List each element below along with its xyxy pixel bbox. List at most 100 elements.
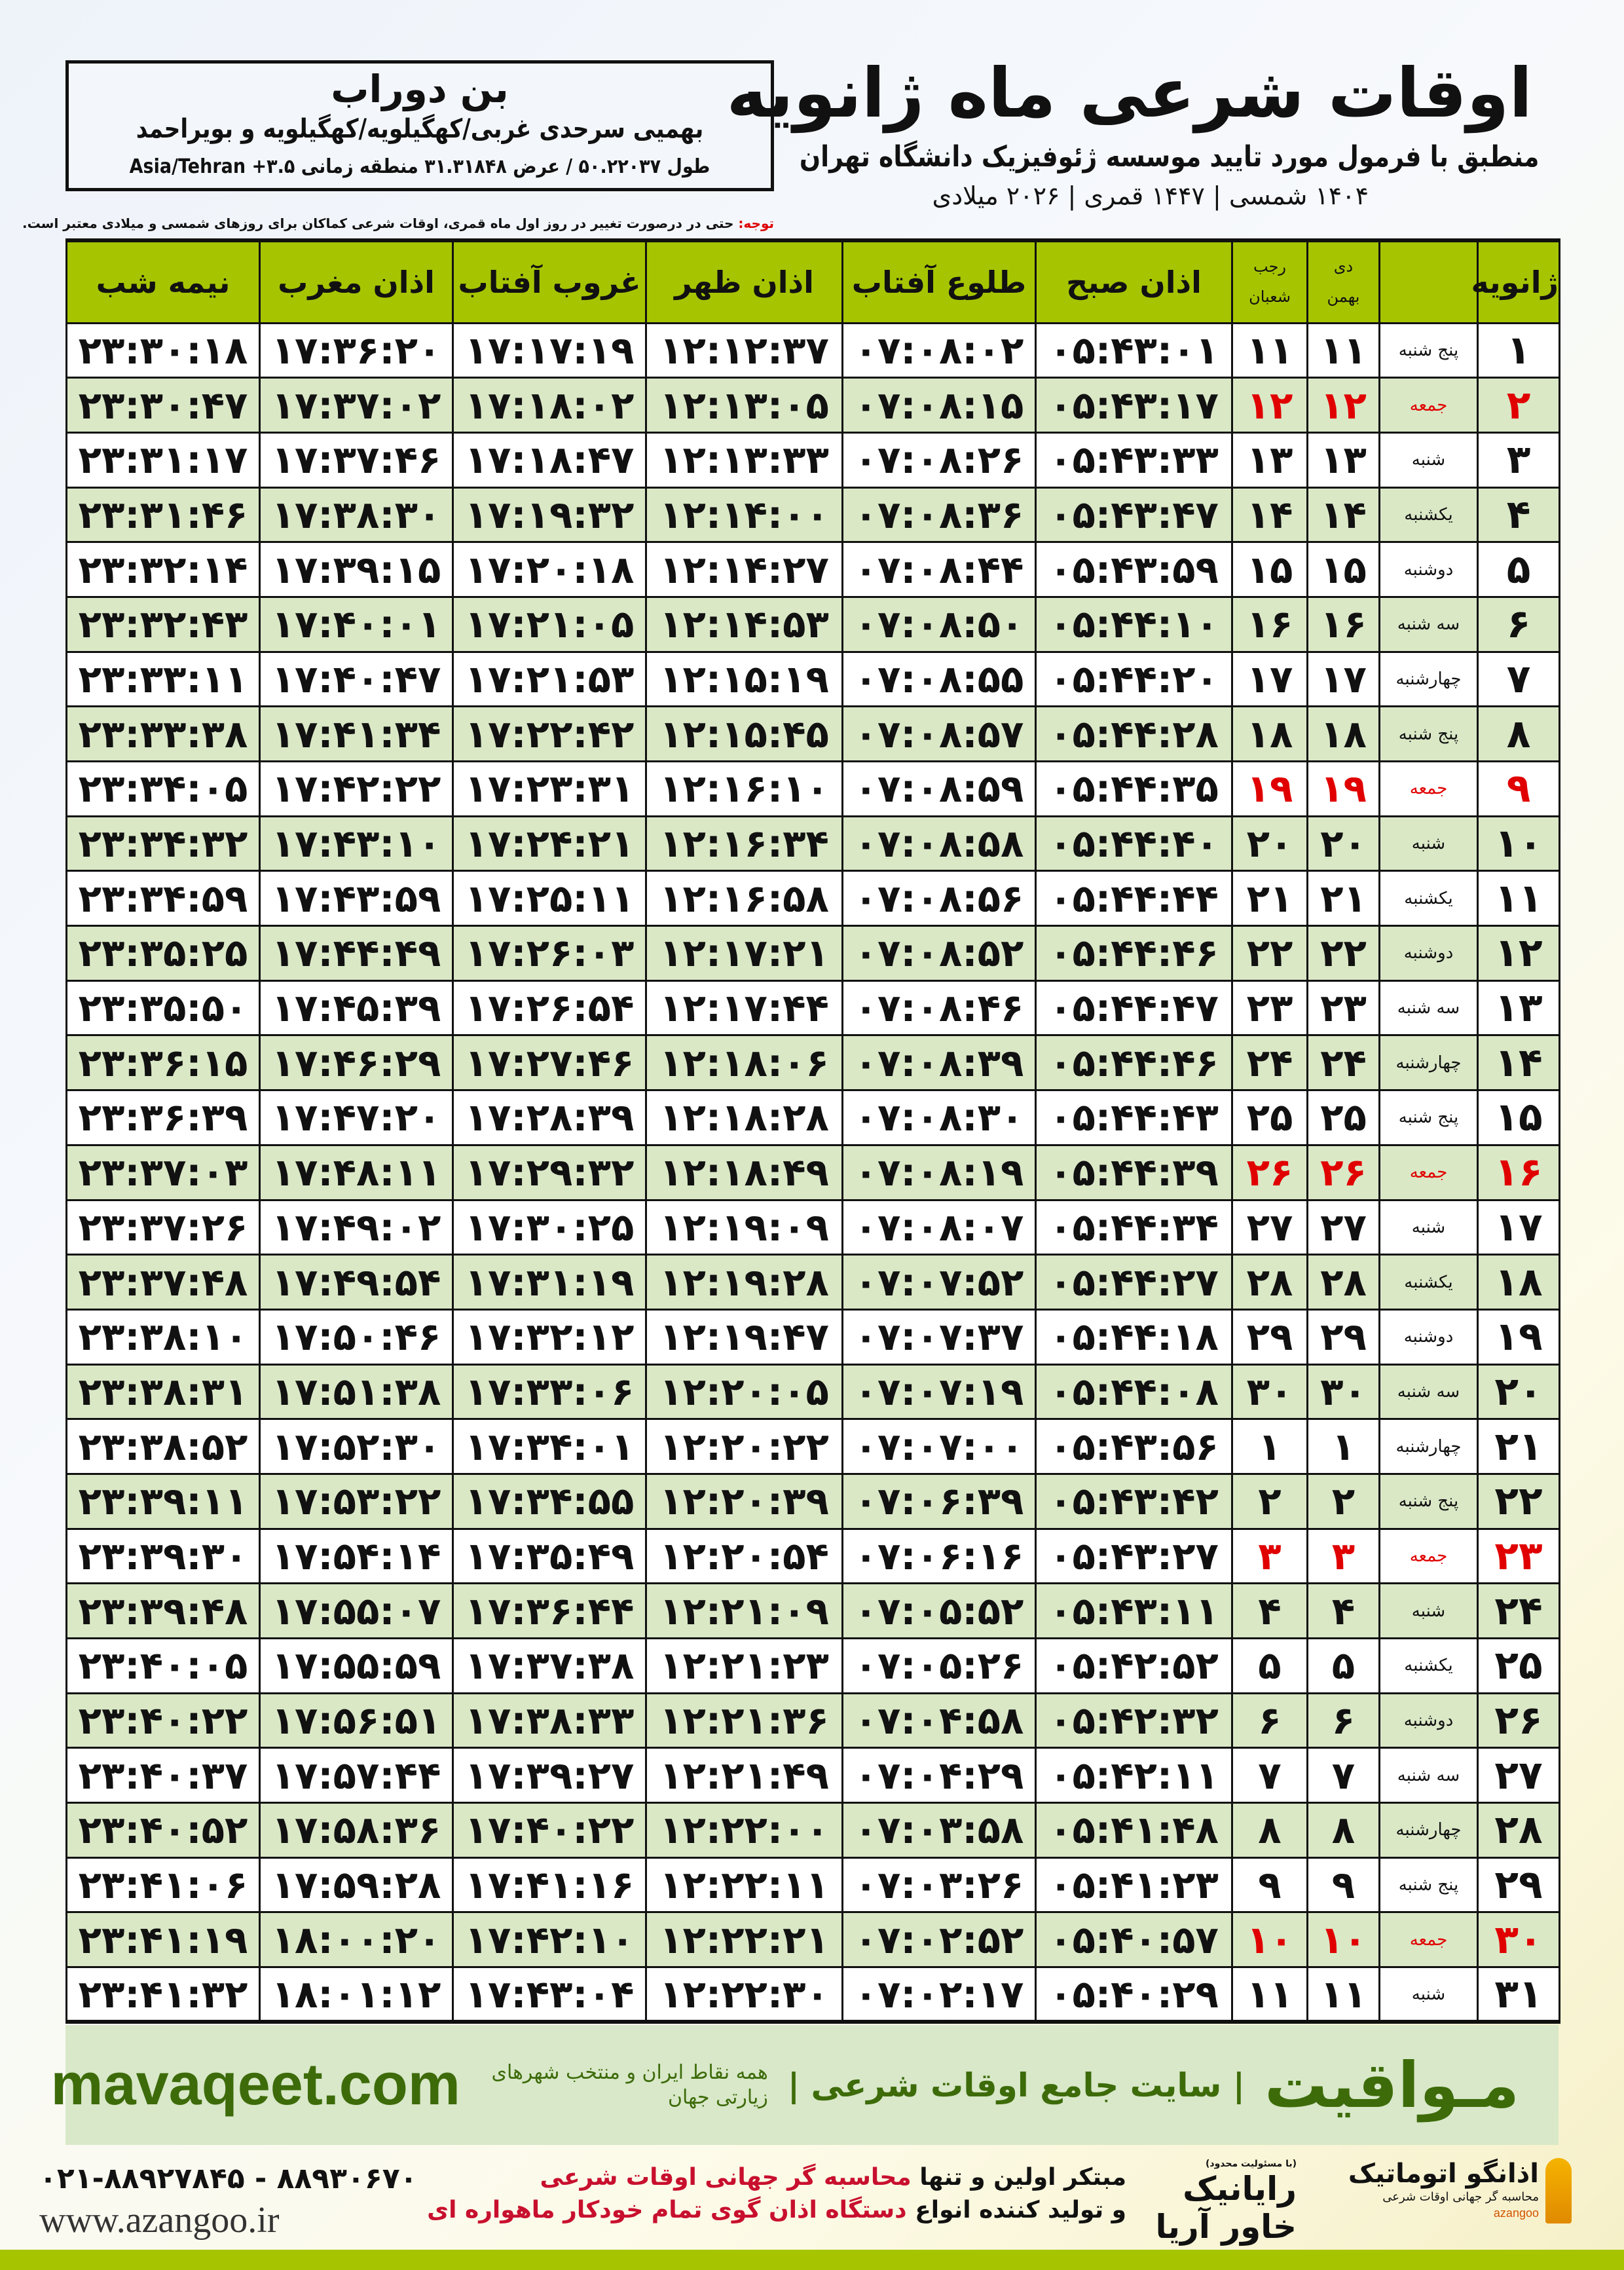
cell-zohr: ۱۲:۲۲:۳۰ xyxy=(645,1966,843,2024)
cell-tolo: ۰۷:۰۳:۲۶ xyxy=(841,1856,1037,1914)
cell-ghoroob: ۱۷:۳۴:۵۵ xyxy=(452,1472,647,1530)
rayanik-logo: (با مسئولیت محدود) رایانیک خاور آریا xyxy=(1139,2158,1297,2246)
cell-rajab-shaban: ۱۳ xyxy=(1231,431,1308,489)
cell-dey-bahman: ۱۸ xyxy=(1306,705,1380,762)
cell-nimeh: ۲۳:۴۱:۰۶ xyxy=(65,1856,261,1914)
cell-nimeh: ۲۳:۳۵:۲۵ xyxy=(65,925,261,982)
cell-nimeh: ۲۳:۳۷:۲۶ xyxy=(65,1199,261,1256)
cell-weekday: سه شنبه xyxy=(1378,1363,1479,1421)
cell-nimeh: ۲۳:۳۲:۴۳ xyxy=(65,595,261,653)
cell-maghreb: ۱۷:۵۶:۵۱ xyxy=(259,1692,454,1749)
cell-maghreb: ۱۷:۴۹:۰۲ xyxy=(259,1199,454,1256)
cell-rajab-shaban: ۱۴ xyxy=(1231,486,1308,544)
logo1-en: azangoo xyxy=(1493,2206,1539,2220)
cell-ghoroob: ۱۷:۲۶:۰۳ xyxy=(452,925,647,982)
cell-sobh: ۰۵:۴۳:۰۱ xyxy=(1035,322,1233,379)
cell-rajab-shaban: ۲۷ xyxy=(1231,1199,1308,1256)
cell-maghreb: ۱۷:۵۸:۳۶ xyxy=(259,1802,454,1859)
cell-sobh: ۰۵:۴۴:۳۴ xyxy=(1035,1199,1233,1256)
cell-dey-bahman: ۲۲ xyxy=(1306,925,1380,982)
page-subtitle: منطبق با فرمول مورد تایید موسسه ژئوفیزیک… xyxy=(799,140,1539,174)
table-row: ۲۵ یکشنبه ۵ ۵ ۰۵:۴۲:۵۲ ۰۷:۰۵:۲۶ ۱۲:۲۱:۲۳ ۱۷:۳۷:… xyxy=(65,1637,1560,1694)
cell-ghoroob: ۱۷:۱۸:۴۷ xyxy=(452,431,647,489)
cell-tolo: ۰۷:۰۸:۵۹ xyxy=(841,760,1037,817)
cell-maghreb: ۱۷:۴۹:۵۴ xyxy=(259,1254,454,1311)
table-row: ۱۰ شنبه ۲۰ ۲۰ ۰۵:۴۴:۴۰ ۰۷:۰۸:۵۸ ۱۲:۱۶:۳۴ ۱۷:۲۴:… xyxy=(65,815,1560,872)
cell-nimeh: ۲۳:۳۵:۵۰ xyxy=(65,979,261,1037)
website-link[interactable]: www.azangoo.ir xyxy=(39,2200,280,2241)
cell-maghreb: ۱۷:۵۲:۳۰ xyxy=(259,1418,454,1475)
cell-maghreb: ۱۷:۳۶:۲۰ xyxy=(259,322,454,379)
table-row: ۱۹ دوشنبه ۲۹ ۲۹ ۰۵:۴۴:۱۸ ۰۷:۰۷:۳۷ ۱۲:۱۹:۴۷ ۱۷:۳… xyxy=(65,1308,1560,1366)
cell-ghoroob: ۱۷:۳۳:۰۶ xyxy=(452,1363,647,1421)
table-row: ۲۱ چهارشنبه ۱ ۱ ۰۵:۴۳:۵۶ ۰۷:۰۷:۰۰ ۱۲:۲۰:۲۲ ۱۷:۳… xyxy=(65,1418,1560,1475)
cell-day: ۳۰ xyxy=(1477,1911,1560,1969)
cell-sobh: ۰۵:۴۳:۵۶ xyxy=(1035,1418,1233,1475)
logo2-name: رایانیک خاور آریا xyxy=(1155,2170,1297,2246)
cell-day: ۳ xyxy=(1477,431,1560,489)
table-row: ۹ جمعه ۱۹ ۱۹ ۰۵:۴۴:۳۵ ۰۷:۰۸:۵۹ ۱۲:۱۶:۱۰ ۱۷:۲۳:۳… xyxy=(65,760,1560,817)
cell-nimeh: ۲۳:۳۱:۴۶ xyxy=(65,486,261,544)
cell-weekday: دوشنبه xyxy=(1378,925,1479,982)
table-row: ۲۰ سه شنبه ۳۰ ۳۰ ۰۵:۴۴:۰۸ ۰۷:۰۷:۱۹ ۱۲:۲۰:۰۵ ۱۷:… xyxy=(65,1363,1560,1421)
cell-tolo: ۰۷:۰۸:۵۲ xyxy=(841,925,1037,982)
table-row: ۲۷ سه شنبه ۷ ۷ ۰۵:۴۲:۱۱ ۰۷:۰۴:۲۹ ۱۲:۲۱:۴۹ ۱۷:۳۹… xyxy=(65,1747,1560,1804)
cell-tolo: ۰۷:۰۷:۵۲ xyxy=(841,1254,1037,1311)
cell-zohr: ۱۲:۲۰:۲۲ xyxy=(645,1418,843,1475)
cell-rajab-shaban: ۱۵ xyxy=(1231,541,1308,598)
cell-tolo: ۰۷:۰۸:۵۰ xyxy=(841,595,1037,653)
location-name: بن دوراب xyxy=(331,67,509,111)
table-row: ۲۶ دوشنبه ۶ ۶ ۰۵:۴۲:۳۲ ۰۷:۰۴:۵۸ ۱۲:۲۱:۳۶ ۱۷:۳۸:… xyxy=(65,1692,1560,1749)
cell-day: ۱۲ xyxy=(1477,925,1560,982)
cell-sobh: ۰۵:۴۴:۰۸ xyxy=(1035,1363,1233,1421)
cell-tolo: ۰۷:۰۸:۰۲ xyxy=(841,322,1037,379)
table-row: ۴ یکشنبه ۱۴ ۱۴ ۰۵:۴۳:۴۷ ۰۷:۰۸:۳۶ ۱۲:۱۴:۰۰ ۱۷:۱۹… xyxy=(65,486,1560,544)
header-maghreb: اذان مغرب xyxy=(259,238,454,324)
cell-nimeh: ۲۳:۳۹:۳۰ xyxy=(65,1527,261,1585)
cell-rajab-shaban: ۱۲ xyxy=(1231,377,1308,434)
cell-nimeh: ۲۳:۴۰:۵۲ xyxy=(65,1802,261,1859)
location-box: بن دوراب بهمیی سرحدی غربی/کهگیلویه/کهگیل… xyxy=(65,60,774,191)
cell-nimeh: ۲۳:۴۱:۳۲ xyxy=(65,1966,261,2024)
table-row: ۱۱ یکشنبه ۲۱ ۲۱ ۰۵:۴۴:۴۴ ۰۷:۰۸:۵۶ ۱۲:۱۶:۵۸ ۱۷:۲… xyxy=(65,870,1560,927)
cell-tolo: ۰۷:۰۷:۰۰ xyxy=(841,1418,1037,1475)
cell-day: ۵ xyxy=(1477,541,1560,598)
table-row: ۱ پنج شنبه ۱۱ ۱۱ ۰۵:۴۳:۰۱ ۰۷:۰۸:۰۲ ۱۲:۱۲:۳۷ ۱۷:… xyxy=(65,322,1560,379)
cell-day: ۱۰ xyxy=(1477,815,1560,872)
cell-nimeh: ۲۳:۳۹:۴۸ xyxy=(65,1582,261,1639)
logo1-name: اذانگو اتوماتیک xyxy=(1348,2159,1539,2189)
cell-tolo: ۰۷:۰۸:۳۶ xyxy=(841,486,1037,544)
header-ghoroob: غروب آفتاب xyxy=(452,238,647,324)
site-link[interactable]: mavaqeet.com xyxy=(50,2052,460,2117)
cell-maghreb: ۱۷:۵۵:۰۷ xyxy=(259,1582,454,1639)
cell-ghoroob: ۱۷:۲۸:۳۹ xyxy=(452,1089,647,1146)
cell-weekday: یکشنبه xyxy=(1378,1637,1479,1694)
cell-maghreb: ۱۷:۵۵:۵۹ xyxy=(259,1637,454,1694)
table-row: ۱۸ یکشنبه ۲۸ ۲۸ ۰۵:۴۴:۲۷ ۰۷:۰۷:۵۲ ۱۲:۱۹:۲۸ ۱۷:۳… xyxy=(65,1254,1560,1311)
cell-rajab-shaban: ۵ xyxy=(1231,1637,1308,1694)
cell-ghoroob: ۱۷:۲۱:۵۳ xyxy=(452,650,647,708)
cell-zohr: ۱۲:۲۱:۴۹ xyxy=(645,1747,843,1804)
cell-nimeh: ۲۳:۳۸:۱۰ xyxy=(65,1308,261,1366)
table-row: ۲۴ شنبه ۴ ۴ ۰۵:۴۳:۱۱ ۰۷:۰۵:۵۲ ۱۲:۲۱:۰۹ ۱۷:۳۶:۴۴… xyxy=(65,1582,1560,1639)
cell-nimeh: ۲۳:۳۰:۴۷ xyxy=(65,377,261,434)
cell-ghoroob: ۱۷:۲۷:۴۶ xyxy=(452,1034,647,1092)
cell-zohr: ۱۲:۱۹:۴۷ xyxy=(645,1308,843,1366)
cell-rajab-shaban: ۲۳ xyxy=(1231,979,1308,1037)
cell-ghoroob: ۱۷:۲۰:۱۸ xyxy=(452,541,647,598)
cell-weekday: پنج شنبه xyxy=(1378,1089,1479,1146)
cell-sobh: ۰۵:۴۴:۴۳ xyxy=(1035,1089,1233,1146)
cell-sobh: ۰۵:۴۴:۴۷ xyxy=(1035,979,1233,1037)
cell-zohr: ۱۲:۲۰:۵۴ xyxy=(645,1527,843,1585)
cell-day: ۲۳ xyxy=(1477,1527,1560,1585)
cell-maghreb: ۱۷:۴۰:۰۱ xyxy=(259,595,454,653)
cell-zohr: ۱۲:۱۵:۱۹ xyxy=(645,650,843,708)
note: توجه: حتی در درصورت تغییر در روز اول ماه… xyxy=(22,215,774,232)
cell-ghoroob: ۱۷:۲۹:۳۲ xyxy=(452,1144,647,1201)
cell-weekday: جمعه xyxy=(1378,1527,1479,1585)
cell-weekday: شنبه xyxy=(1378,815,1479,872)
cell-day: ۸ xyxy=(1477,705,1560,762)
cell-dey-bahman: ۱ xyxy=(1306,1418,1380,1475)
cell-nimeh: ۲۳:۴۱:۱۹ xyxy=(65,1911,261,1969)
cell-day: ۹ xyxy=(1477,760,1560,817)
